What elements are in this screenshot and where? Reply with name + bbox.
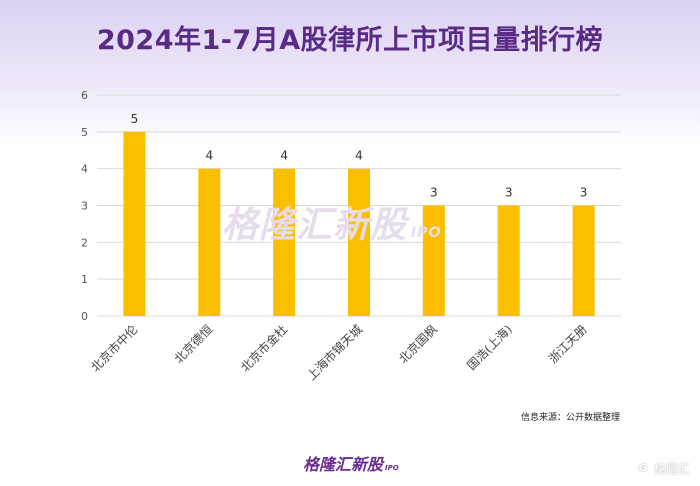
y-tick-label: 5 <box>81 126 88 139</box>
footer-logo: 格隆汇新股 IPO <box>303 451 399 475</box>
bar <box>198 168 221 316</box>
y-tick-label: 2 <box>81 236 88 249</box>
corner-logo: G 格隆汇 <box>634 460 690 477</box>
watermark-text: 格隆汇新股 <box>222 205 408 246</box>
x-tick-label: 北京国枫 <box>395 322 440 367</box>
data-label: 4 <box>355 149 363 163</box>
chart-title: 2024年1-7月A股律所上市项目量排行榜 <box>96 25 604 56</box>
bar <box>123 131 146 316</box>
x-tick-label: 北京德恒 <box>171 322 216 367</box>
x-tick-label: 上海市锦天城 <box>304 322 366 384</box>
bar <box>422 205 445 316</box>
data-label: 4 <box>205 149 213 163</box>
y-tick-label: 1 <box>81 273 88 286</box>
data-label: 4 <box>280 149 288 163</box>
corner-logo-mark: G <box>634 460 651 477</box>
source-note: 信息来源：公开数据整理 <box>520 413 620 423</box>
x-tick-label: 国浩(上海) <box>464 322 515 373</box>
x-tick-label: 北京市中伦 <box>88 322 141 375</box>
bar <box>348 168 370 316</box>
bar <box>497 205 520 316</box>
footer-logo-text: 格隆汇新股 <box>303 455 384 474</box>
x-tick-label: 浙江天册 <box>546 322 590 366</box>
y-tick-label: 3 <box>81 200 88 213</box>
bar <box>572 205 595 316</box>
y-tick-label: 4 <box>81 163 88 176</box>
x-tick-label: 北京市金杜 <box>237 322 290 375</box>
corner-logo-text: 格隆汇 <box>653 462 690 476</box>
footer-logo-ipo: IPO <box>385 464 399 472</box>
data-label: 5 <box>131 112 139 126</box>
bar <box>273 168 296 316</box>
y-tick-label: 6 <box>81 89 88 102</box>
y-tick-label: 0 <box>81 310 88 323</box>
data-label: 3 <box>430 186 438 200</box>
data-label: 3 <box>505 186 513 200</box>
watermark-ipo: IPO <box>411 225 442 241</box>
data-label: 3 <box>580 186 588 200</box>
watermark-logo: 格隆汇新股 IPO <box>222 196 441 248</box>
